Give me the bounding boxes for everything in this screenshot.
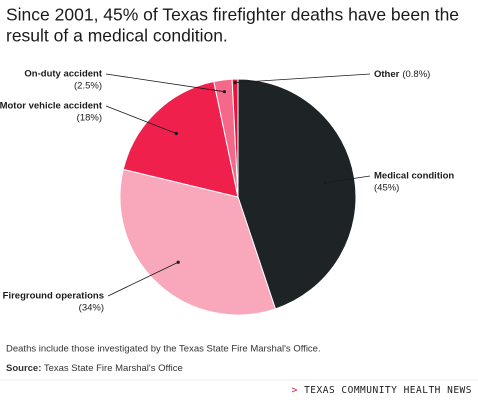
category-label: Motor vehicle accident	[0, 101, 103, 112]
leader-line	[105, 105, 177, 134]
leader-line	[107, 261, 179, 297]
value-label: (2.5%)	[74, 81, 102, 92]
value-label: (34%)	[79, 303, 104, 314]
pie-slice	[231, 78, 239, 198]
value-label: (45%)	[374, 183, 399, 194]
category-label: On-duty accident	[24, 69, 102, 80]
value-label: (18%)	[77, 113, 102, 124]
leader-line	[325, 175, 371, 184]
leader-line	[105, 73, 225, 93]
note: Deaths include those investigated by the…	[6, 344, 321, 355]
brand-text: TEXAS COMMUNITY HEALTH NEWS	[304, 385, 472, 396]
leader-dot	[233, 80, 237, 85]
leader-line	[235, 73, 371, 83]
pie-slice	[119, 168, 277, 316]
slice-label: Other (0.8%)	[374, 69, 430, 80]
leader-dot	[176, 260, 180, 264]
pie-slice	[122, 80, 239, 198]
source-label: Source:	[6, 363, 41, 374]
leader-dot	[323, 181, 327, 185]
title-line: Since 2001, 45% of Texas firefighter dea…	[6, 5, 459, 25]
value-label: (0.8%)	[402, 69, 430, 80]
source: Source: Texas State Fire Marshal's Offic…	[6, 363, 183, 374]
title-line: result of a medical condition.	[6, 26, 228, 46]
category-label: Other	[374, 69, 400, 80]
leader-dot	[174, 131, 178, 136]
category-label: Medical condition	[374, 171, 454, 182]
brand: > TEXAS COMMUNITY HEALTH NEWS	[292, 385, 472, 396]
source-text: Texas State Fire Marshal's Office	[44, 363, 183, 374]
brand-mark: >	[292, 385, 298, 396]
category-label: Fireground operations	[3, 291, 104, 302]
leader-dot	[222, 90, 226, 94]
